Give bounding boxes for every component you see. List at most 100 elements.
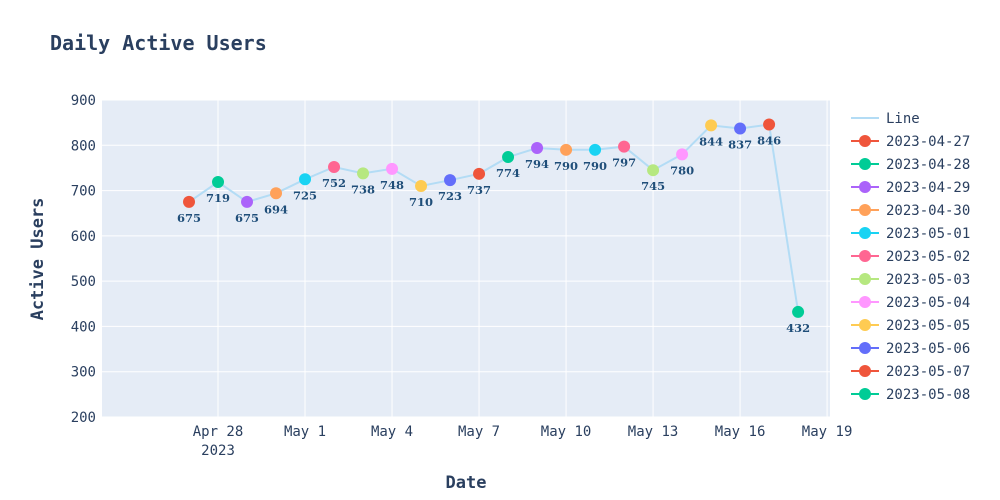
data-label: 723 bbox=[438, 189, 462, 203]
chart-title: Daily Active Users bbox=[50, 31, 267, 55]
data-label: 745 bbox=[641, 179, 665, 193]
y-tick-label: 300 bbox=[71, 365, 96, 381]
data-label: 774 bbox=[496, 166, 520, 180]
data-label: 844 bbox=[699, 134, 723, 148]
legend: Line 2023-04-27 2023-04-28 2023-04-29 2023-0… bbox=[851, 111, 970, 403]
data-point bbox=[270, 187, 283, 200]
data-point bbox=[734, 122, 747, 135]
legend-label: 2023-04-27 bbox=[886, 134, 970, 150]
data-point bbox=[357, 167, 370, 180]
legend-swatch-marker bbox=[859, 342, 871, 354]
legend-swatch-marker bbox=[859, 204, 871, 216]
data-label: 837 bbox=[728, 138, 752, 152]
data-point bbox=[183, 195, 196, 208]
data-point bbox=[618, 140, 631, 153]
plot-background bbox=[102, 100, 830, 417]
x-tick-label: May 16 bbox=[715, 424, 766, 440]
x-tick-label: Apr 28 bbox=[193, 424, 244, 440]
legend-label: 2023-05-06 bbox=[886, 341, 970, 357]
legend-item: 2023-05-04 bbox=[851, 295, 970, 311]
data-point bbox=[386, 162, 399, 175]
x-tick-label: May 7 bbox=[458, 424, 500, 440]
data-label: 752 bbox=[322, 176, 346, 190]
legend-item: 2023-05-01 bbox=[851, 226, 970, 242]
x-axis-title: Date bbox=[446, 473, 487, 493]
legend-swatch-marker bbox=[859, 227, 871, 239]
legend-item: 2023-05-08 bbox=[851, 387, 970, 403]
legend-label: 2023-05-05 bbox=[886, 318, 970, 334]
x-tick-label: May 10 bbox=[541, 424, 592, 440]
legend-swatch-marker bbox=[859, 273, 871, 285]
x-axis: Apr 28 2023 May 1 May 4 May 7 May 10 May 13 May… bbox=[193, 424, 853, 459]
x-tick-label: May 4 bbox=[371, 424, 413, 440]
y-tick-label: 800 bbox=[71, 138, 96, 154]
data-label: 794 bbox=[525, 157, 549, 171]
data-label: 710 bbox=[409, 195, 433, 209]
legend-item: 2023-04-27 bbox=[851, 134, 970, 150]
data-point bbox=[473, 167, 486, 180]
data-label: 790 bbox=[554, 159, 578, 173]
data-point bbox=[531, 142, 544, 155]
data-label: 719 bbox=[206, 191, 230, 205]
data-label: 725 bbox=[293, 188, 317, 202]
legend-item: 2023-04-30 bbox=[851, 203, 970, 219]
data-point bbox=[792, 305, 805, 318]
legend-swatch-marker bbox=[859, 250, 871, 262]
data-point bbox=[560, 143, 573, 156]
legend-label: 2023-05-07 bbox=[886, 364, 970, 380]
data-label: 738 bbox=[351, 182, 375, 196]
y-tick-label: 500 bbox=[71, 274, 96, 290]
x-tick-label: May 19 bbox=[802, 424, 853, 440]
legend-item: 2023-05-03 bbox=[851, 272, 970, 288]
data-label: 432 bbox=[786, 321, 810, 335]
data-point bbox=[212, 175, 225, 188]
x-tick-sublabel: 2023 bbox=[201, 443, 235, 459]
legend-swatch-marker bbox=[859, 158, 871, 170]
series-line bbox=[188, 123, 800, 313]
data-label: 797 bbox=[612, 156, 636, 170]
data-label: 694 bbox=[264, 202, 288, 216]
y-tick-label: 900 bbox=[71, 93, 96, 109]
data-point bbox=[415, 180, 428, 193]
data-points bbox=[183, 118, 805, 318]
y-tick-label: 400 bbox=[71, 319, 96, 335]
legend-item: 2023-05-06 bbox=[851, 341, 970, 357]
data-label: 846 bbox=[757, 133, 781, 147]
legend-swatch-marker bbox=[859, 365, 871, 377]
y-tick-label: 200 bbox=[71, 410, 96, 426]
legend-label: 2023-05-04 bbox=[886, 295, 970, 311]
data-point bbox=[241, 195, 254, 208]
grid bbox=[102, 99, 830, 418]
data-point bbox=[647, 164, 660, 177]
data-point bbox=[763, 118, 776, 131]
x-tick-label: May 13 bbox=[628, 424, 679, 440]
legend-swatch-marker bbox=[859, 135, 871, 147]
legend-swatch-marker bbox=[859, 296, 871, 308]
legend-item: 2023-04-28 bbox=[851, 157, 970, 173]
legend-item: 2023-04-29 bbox=[851, 180, 970, 196]
x-tick-label: May 1 bbox=[284, 424, 326, 440]
data-point bbox=[328, 161, 341, 174]
legend-label: 2023-05-08 bbox=[886, 387, 970, 403]
legend-label: 2023-04-28 bbox=[886, 157, 970, 173]
legend-label: 2023-05-02 bbox=[886, 249, 970, 265]
legend-item: 2023-05-07 bbox=[851, 364, 970, 380]
y-tick-label: 600 bbox=[71, 229, 96, 245]
legend-item: Line bbox=[851, 111, 920, 127]
data-label: 790 bbox=[583, 159, 607, 173]
data-point bbox=[444, 174, 457, 187]
legend-swatch-marker bbox=[859, 388, 871, 400]
data-label: 748 bbox=[380, 178, 404, 192]
data-label: 780 bbox=[670, 163, 694, 177]
legend-swatch-marker bbox=[859, 181, 871, 193]
legend-label: 2023-05-01 bbox=[886, 226, 970, 242]
data-label: 737 bbox=[467, 183, 491, 197]
legend-label: 2023-04-30 bbox=[886, 203, 970, 219]
legend-label: 2023-04-29 bbox=[886, 180, 970, 196]
data-point bbox=[299, 173, 312, 186]
data-point bbox=[676, 148, 689, 161]
data-point bbox=[705, 119, 718, 132]
legend-label: Line bbox=[886, 111, 920, 127]
data-point bbox=[589, 143, 602, 156]
data-point bbox=[502, 151, 515, 164]
